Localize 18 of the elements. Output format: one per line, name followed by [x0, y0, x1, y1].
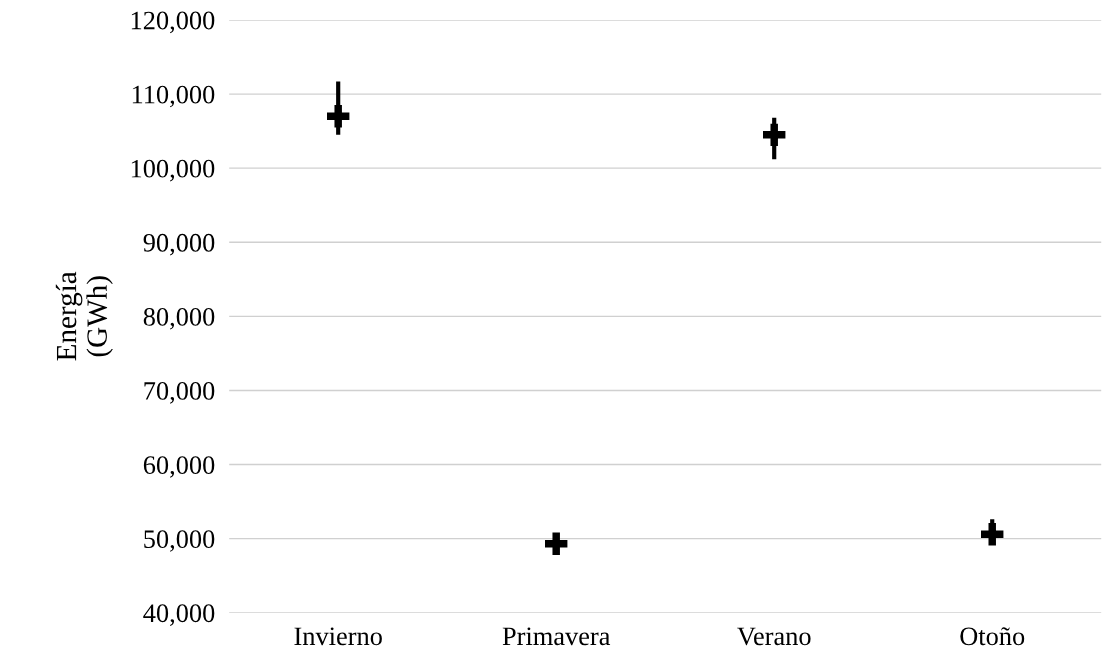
point	[545, 532, 568, 556]
y-tick-label: 110,000	[132, 85, 215, 108]
y-tick-label: 80,000	[143, 307, 215, 330]
y-tick-label: 40,000	[143, 604, 215, 626]
y-tick-label: 120,000	[131, 11, 215, 34]
point	[763, 123, 786, 147]
y-axis-title: Energía (GWh)	[55, 271, 113, 361]
y-tick-label: 100,000	[131, 159, 215, 182]
y-tick-label: 60,000	[143, 456, 215, 478]
x-tick-label: Primavera	[502, 627, 611, 646]
x-tick-label: Verano	[737, 627, 811, 646]
x-tick-label: Invierno	[294, 627, 382, 646]
y-tick-label: 50,000	[144, 530, 215, 552]
x-tick-label: Otoño	[960, 627, 1025, 646]
point	[327, 105, 350, 128]
point	[981, 522, 1004, 546]
y-tick-label: 90,000	[143, 233, 215, 256]
y-tick-label: 70,000	[144, 382, 215, 404]
